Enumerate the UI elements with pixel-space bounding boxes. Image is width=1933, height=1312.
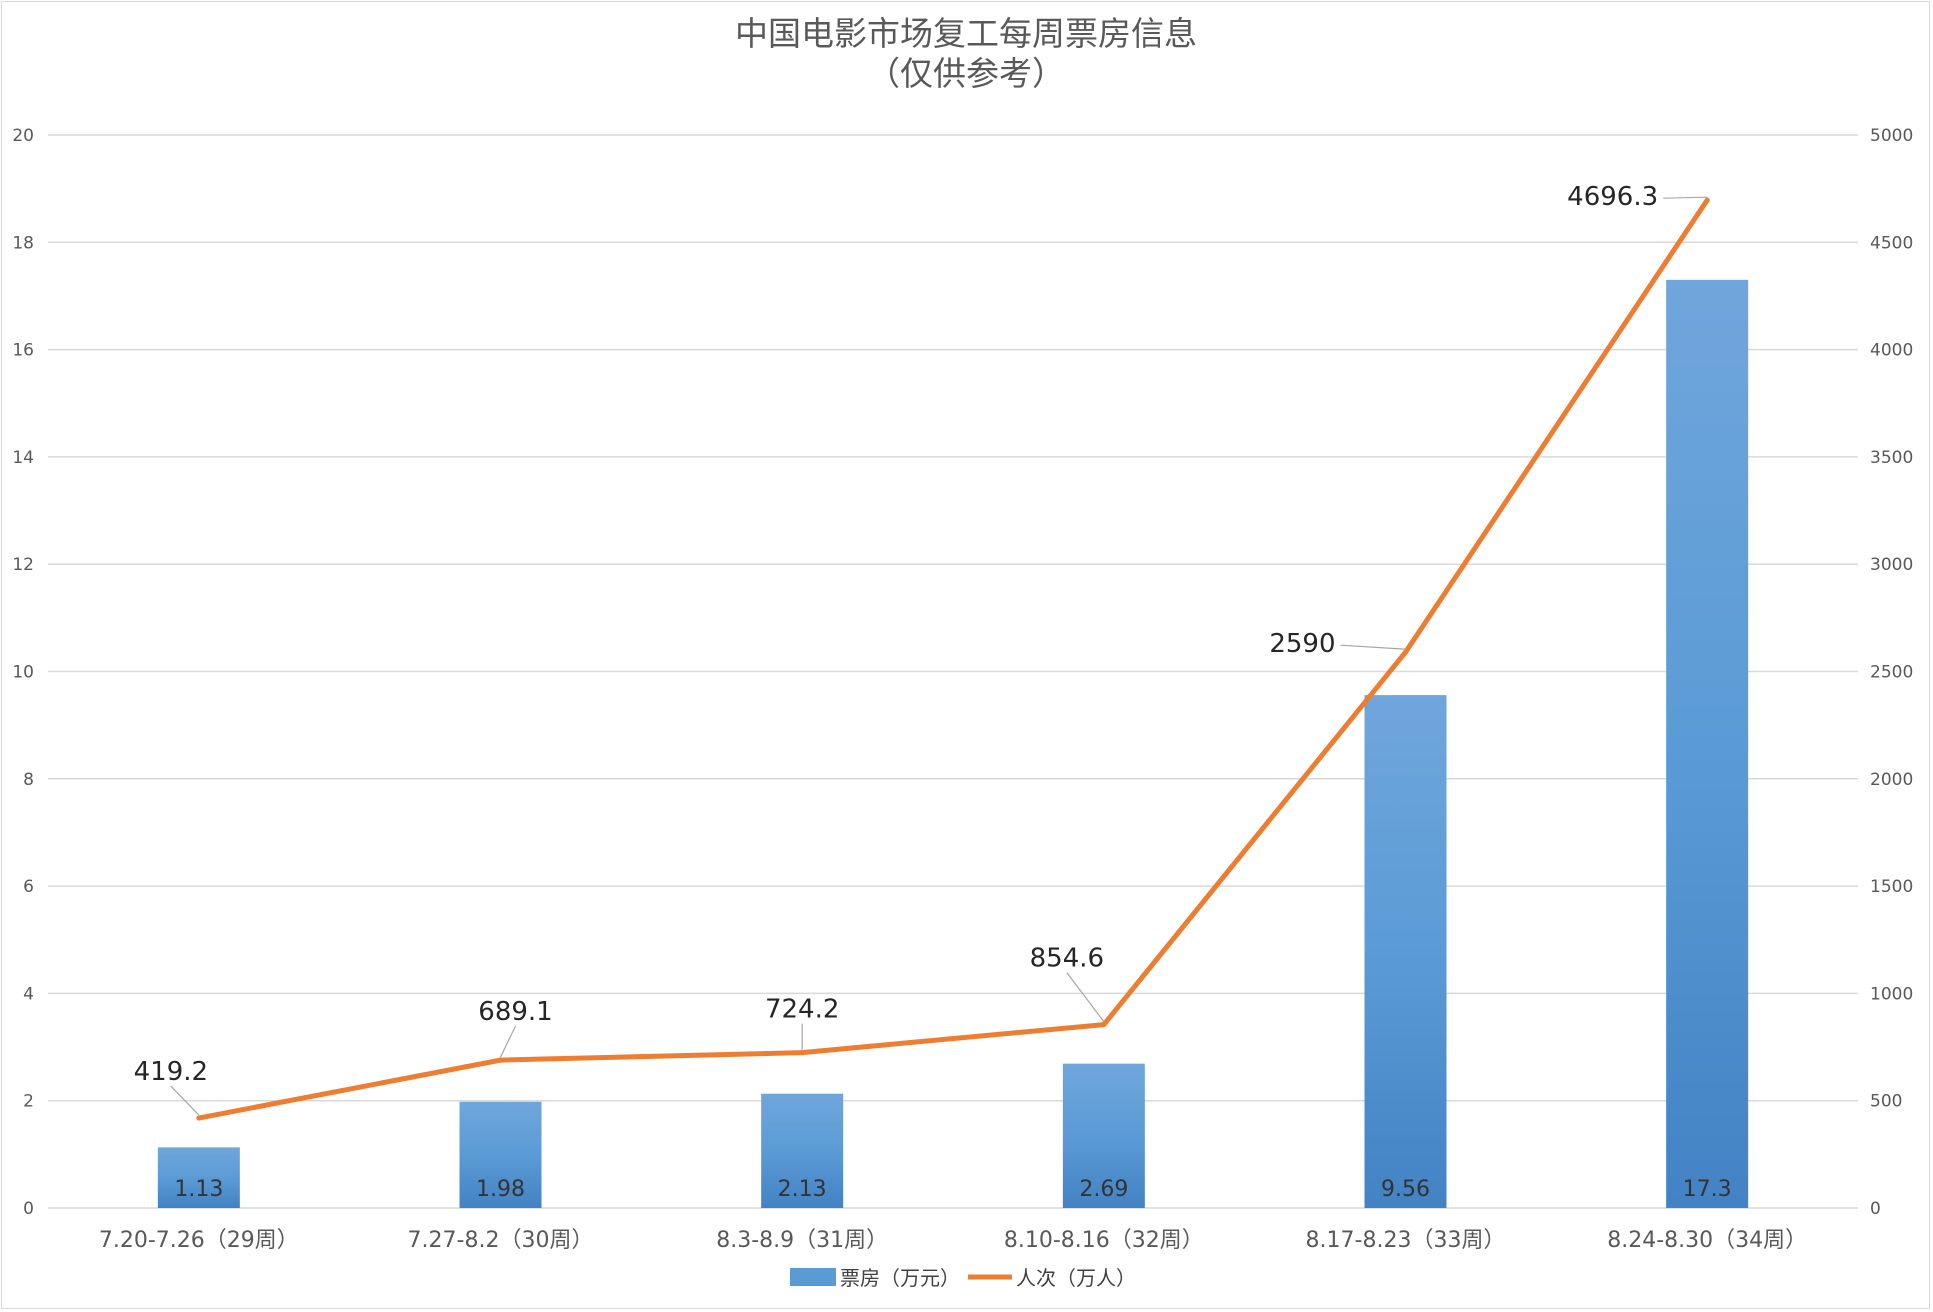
bar-value-label: 9.56 xyxy=(1381,1177,1430,1202)
left-tick-label: 6 xyxy=(23,877,34,897)
left-tick-label: 16 xyxy=(12,341,34,361)
left-tick-label: 10 xyxy=(12,663,34,683)
bar xyxy=(459,1101,542,1208)
right-tick-label: 2500 xyxy=(1870,663,1913,683)
bar-series: 1.13 1.98 2.13 2.69 9.56 17.3 xyxy=(157,279,1749,1209)
label-leader-line xyxy=(170,1085,200,1116)
line-value-label: 689.1 xyxy=(478,997,552,1027)
right-tick-label: 5000 xyxy=(1870,126,1913,146)
line-point xyxy=(1403,649,1408,655)
line-value-label: 854.6 xyxy=(1030,944,1104,974)
line-point xyxy=(1101,1022,1107,1028)
category-label: 8.3-8.9（31周） xyxy=(716,1228,888,1253)
label-leader-line xyxy=(499,1025,517,1058)
legend: 票房（万元） 人次（万人） xyxy=(790,1266,1136,1290)
line-value-label: 4696.3 xyxy=(1567,182,1658,212)
line-value-label: 724.2 xyxy=(765,995,839,1025)
category-label: 8.17-8.23（33周） xyxy=(1306,1228,1506,1253)
label-leader-line xyxy=(1066,972,1105,1022)
category-label: 7.27-8.2（30周） xyxy=(408,1228,594,1253)
right-tick-label: 2000 xyxy=(1870,770,1913,790)
right-tick-label: 500 xyxy=(1870,1092,1902,1112)
right-tick-label: 3500 xyxy=(1870,448,1913,468)
line-point xyxy=(196,1115,202,1121)
right-tick-label: 3000 xyxy=(1870,555,1913,575)
left-tick-label: 12 xyxy=(12,555,34,575)
bar xyxy=(1666,279,1749,1209)
category-label: 8.10-8.16（32周） xyxy=(1004,1228,1204,1253)
left-tick-label: 20 xyxy=(12,126,34,146)
right-tick-label: 4500 xyxy=(1870,233,1913,253)
gridlines xyxy=(48,134,1858,1209)
bar xyxy=(1364,695,1447,1208)
category-axis: 7.20-7.26（29周） 7.27-8.2（30周） 8.3-8.9（31周） 8… xyxy=(99,1228,1807,1253)
category-label: 7.20-7.26（29周） xyxy=(99,1228,299,1253)
line-value-label: 2590 xyxy=(1269,629,1335,659)
line-path xyxy=(196,197,1710,1121)
left-tick-label: 8 xyxy=(23,770,34,790)
left-tick-label: 14 xyxy=(12,448,34,468)
line-series: 419.2 689.1 724.2 854.6 2590 4696.3 xyxy=(134,182,1710,1121)
line-value-label: 419.2 xyxy=(134,1057,208,1087)
left-tick-label: 18 xyxy=(12,233,34,253)
line-point xyxy=(799,1050,805,1056)
right-tick-label: 1000 xyxy=(1870,984,1913,1004)
line-point xyxy=(1704,197,1710,203)
right-tick-label: 0 xyxy=(1870,1199,1881,1219)
bar-value-label: 1.98 xyxy=(476,1177,525,1202)
bar-value-label: 17.3 xyxy=(1683,1177,1732,1202)
chart-subtitle: （仅供参考） xyxy=(867,54,1065,93)
bar xyxy=(1062,1063,1145,1208)
label-leader-line xyxy=(1340,644,1406,650)
line-point xyxy=(498,1057,503,1063)
left-tick-label: 4 xyxy=(23,984,34,1004)
left-tick-label: 2 xyxy=(23,1092,34,1112)
bar-value-label: 2.13 xyxy=(778,1177,827,1202)
legend-label-line: 人次（万人） xyxy=(1016,1266,1136,1290)
legend-swatch-bar xyxy=(790,1268,836,1286)
bar-value-label: 1.13 xyxy=(174,1177,223,1202)
right-tick-label: 1500 xyxy=(1870,877,1913,897)
chart-title: 中国电影市场复工每周票房信息 xyxy=(735,14,1197,53)
label-leader-line xyxy=(1663,196,1708,199)
category-label: 8.24-8.30（34周） xyxy=(1607,1228,1807,1253)
right-axis: 0 500 1000 1500 2000 2500 3000 3500 4000 4500 5000 xyxy=(1870,126,1913,1219)
left-axis: 0 2 4 6 8 10 12 14 16 18 20 xyxy=(12,126,34,1219)
left-tick-label: 0 xyxy=(23,1199,34,1219)
right-tick-label: 4000 xyxy=(1870,341,1913,361)
bar xyxy=(761,1093,844,1208)
legend-label-bar: 票房（万元） xyxy=(840,1266,960,1290)
bar-value-label: 2.69 xyxy=(1079,1177,1128,1202)
bar xyxy=(157,1147,240,1208)
